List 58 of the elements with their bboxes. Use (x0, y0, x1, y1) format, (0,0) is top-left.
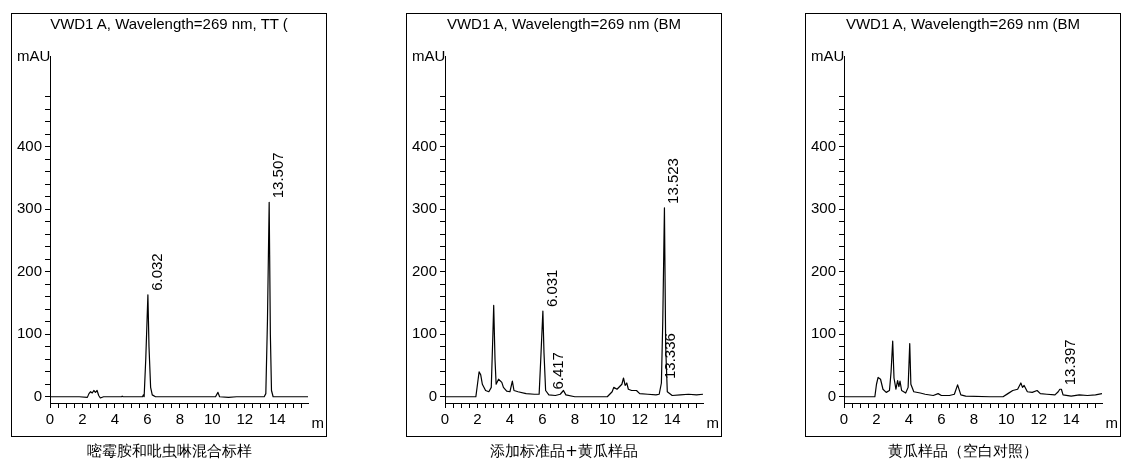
annotation: 13.523 (664, 158, 682, 204)
x-tick-label: 4 (110, 410, 120, 428)
x-tick-label: 12 (236, 410, 254, 428)
text: 添加标准品+黄瓜样品 (489, 442, 639, 461)
y-tick-label: 400 (17, 136, 43, 154)
y-tick-label: 400 (412, 136, 438, 154)
y-tick-label: 100 (17, 324, 43, 342)
x-tick-label: 14 (663, 410, 681, 428)
y-tick-label: 300 (811, 199, 837, 217)
annotation: 13.507 (268, 152, 286, 199)
annotation: 6.032 (147, 253, 165, 291)
x-tick-label: 6 (143, 410, 152, 428)
text: 嘧霉胺和吡虫啉混合标样 (85, 442, 253, 461)
annotation: 13.397 (1061, 339, 1079, 386)
y-tick-label: 200 (17, 261, 43, 279)
x-tick-label: 0 (440, 410, 450, 428)
y-tick-label: 0 (428, 386, 438, 404)
x-tick-label: 2 (78, 410, 87, 428)
annotation: 6.417 (548, 352, 566, 390)
x-tick-label: 6 (937, 410, 946, 428)
chart-title: VWD1 A, Wavelength=269 nm, TT ( (49, 15, 289, 32)
x-tick-label: 6 (538, 410, 547, 428)
annotation: 13.336 (661, 333, 679, 379)
y-tick-label: 400 (811, 136, 837, 154)
x-tick-label: 10 (997, 410, 1015, 428)
x-tick-label: 4 (505, 410, 515, 428)
y-tick-label: 200 (412, 261, 438, 279)
y-tick-label: 200 (811, 261, 837, 279)
x-tick-label: 0 (45, 410, 55, 428)
y-axis-title: mAU (811, 47, 845, 64)
x-axis-title: m (1105, 414, 1118, 432)
x-tick-label: 8 (969, 410, 978, 428)
chart-title: VWD1 A, Wavelength=269 nm (BM (445, 15, 683, 32)
y-axis-title: mAU (17, 47, 51, 64)
x-tick-label: 0 (839, 410, 849, 428)
x-axis-title: m (311, 414, 324, 432)
x-tick-label: 14 (1062, 410, 1080, 428)
x-tick-label: 8 (570, 410, 579, 428)
x-axis-title: m (706, 414, 719, 432)
y-tick-label: 300 (17, 199, 43, 217)
annotation: 6.031 (542, 269, 560, 308)
y-axis-title: mAU (412, 47, 446, 64)
y-tick-label: 100 (811, 324, 837, 342)
text: 黄瓜样品（空白对照） (887, 442, 1039, 461)
x-tick-label: 2 (872, 410, 881, 428)
x-tick-label: 8 (175, 410, 184, 428)
x-tick-label: 12 (631, 410, 649, 428)
x-tick-label: 10 (598, 410, 616, 428)
x-tick-label: 14 (268, 410, 286, 428)
y-tick-label: 300 (412, 199, 438, 217)
x-tick-label: 12 (1030, 410, 1048, 428)
y-tick-label: 100 (412, 324, 438, 342)
x-tick-label: 4 (904, 410, 914, 428)
y-tick-label: 0 (827, 386, 837, 404)
x-tick-label: 2 (473, 410, 482, 428)
y-tick-label: 0 (33, 386, 43, 404)
chart-title: VWD1 A, Wavelength=269 nm (BM (844, 15, 1082, 32)
x-tick-label: 10 (203, 410, 221, 428)
